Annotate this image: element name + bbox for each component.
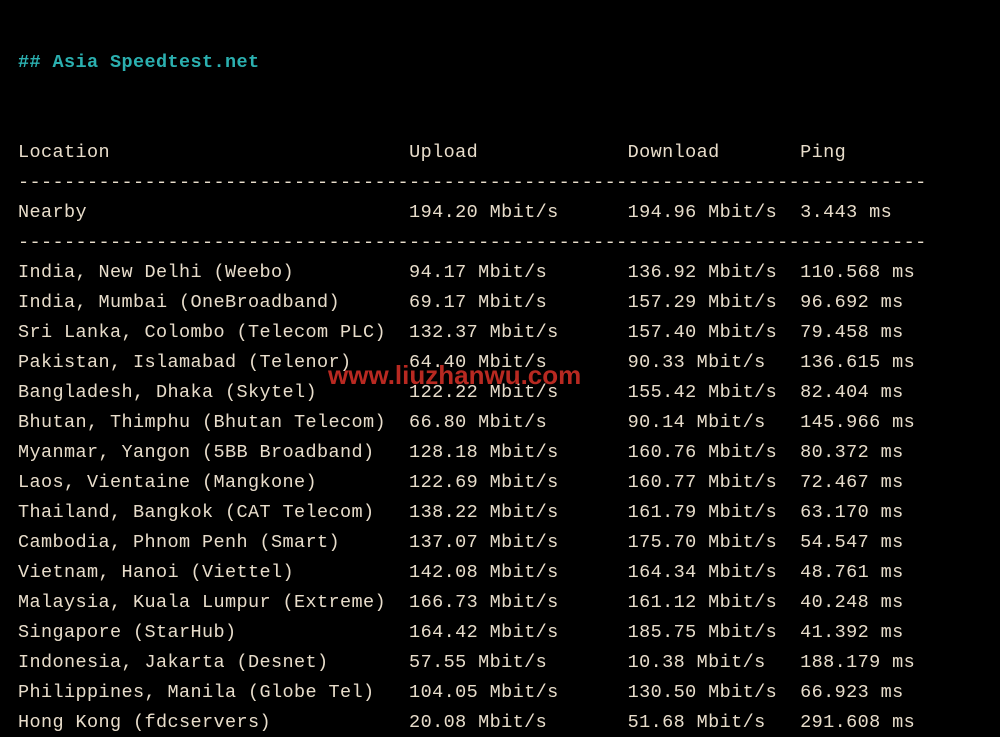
pad-1	[110, 142, 409, 163]
header-row: Location Upload Download Ping	[18, 142, 846, 163]
col-upload: Upload	[409, 142, 478, 163]
rows-container: India, New Delhi (Weebo) 94.17 Mbit/s 13…	[18, 262, 915, 737]
pad-3	[720, 142, 801, 163]
watermark-text: www.liuzhanwu.com	[328, 360, 581, 390]
nearby-row: Nearby 194.20 Mbit/s 194.96 Mbit/s 3.443…	[18, 202, 892, 223]
col-location: Location	[18, 142, 110, 163]
pad-2	[478, 142, 628, 163]
divider-2: ----------------------------------------…	[18, 232, 927, 253]
section-title: ## Asia Speedtest.net	[18, 52, 260, 73]
divider-1: ----------------------------------------…	[18, 172, 927, 193]
col-ping: Ping	[800, 142, 846, 163]
terminal-output: ## Asia Speedtest.net Location Upload Do…	[0, 0, 1000, 737]
col-download: Download	[628, 142, 720, 163]
